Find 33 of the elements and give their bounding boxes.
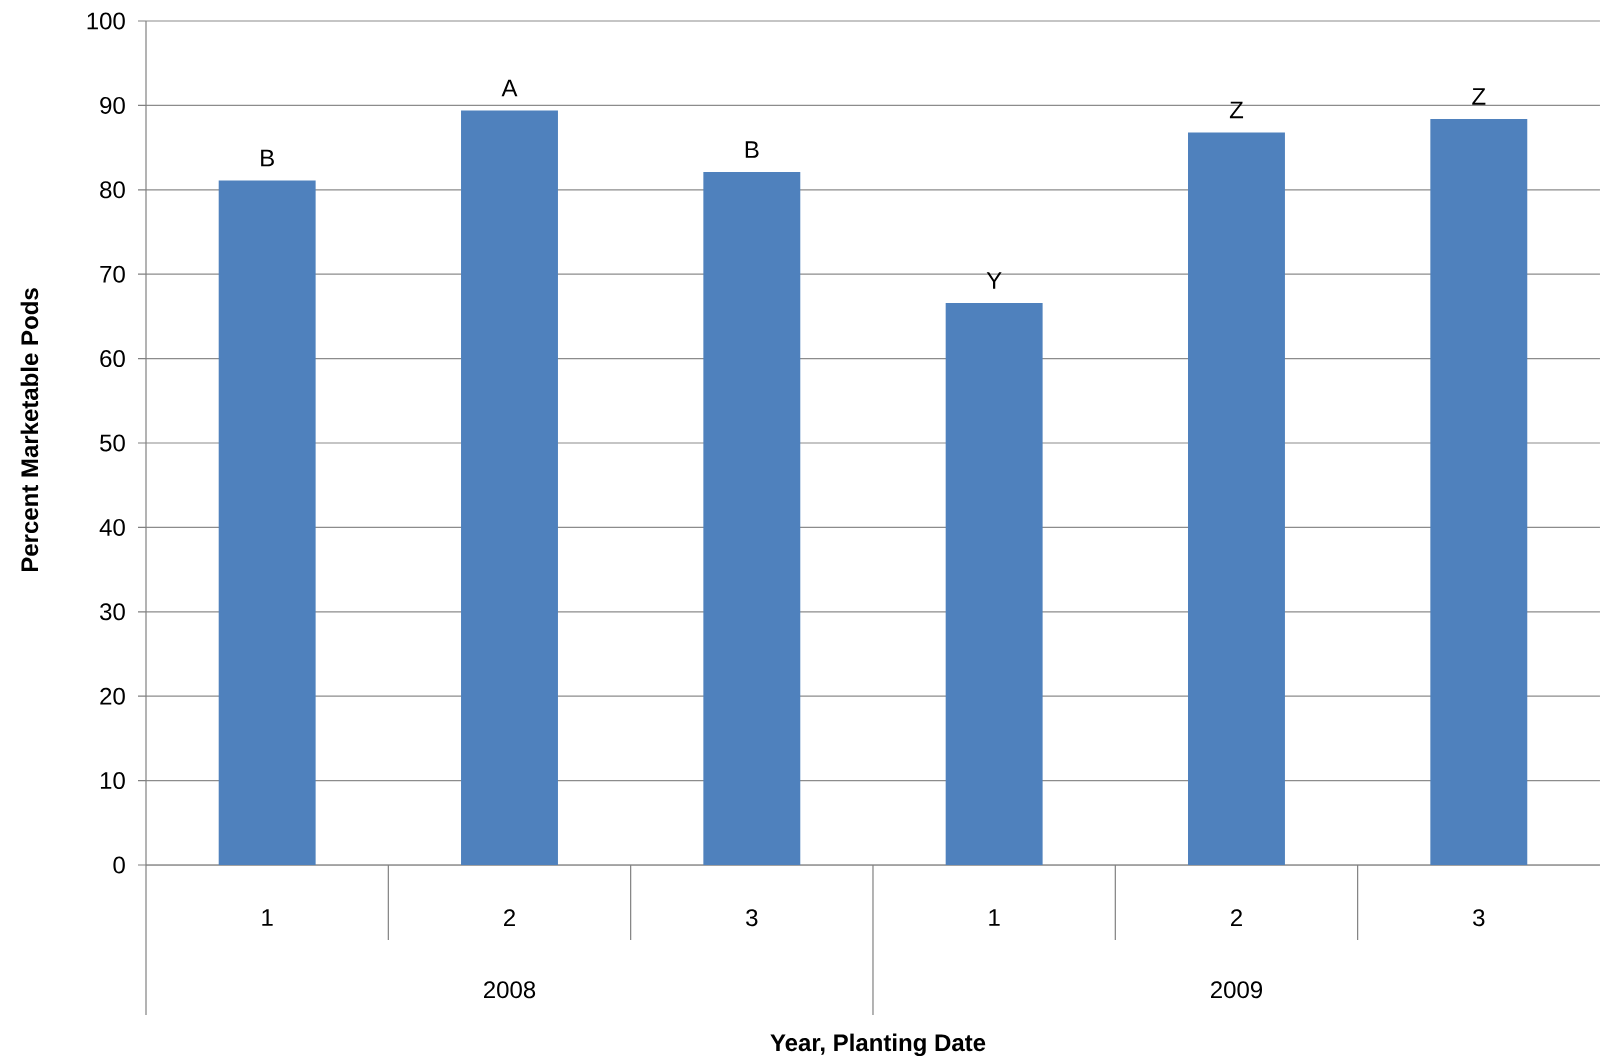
bar — [703, 172, 801, 865]
x-tick-label: 1 — [989, 909, 1000, 926]
x-tick-label: 3 — [746, 909, 758, 927]
y-tick-label: 80 — [100, 181, 125, 199]
x-tick-label: 1 — [262, 909, 273, 926]
y-tick-label: 30 — [100, 603, 125, 621]
data-label: Y — [986, 272, 1002, 289]
y-tick-label: 70 — [100, 265, 125, 283]
bar — [461, 110, 558, 865]
y-tick-label: 20 — [100, 687, 125, 705]
data-label: A — [501, 79, 518, 97]
y-tick-label: 0 — [113, 856, 125, 874]
y-tick-label: 40 — [99, 518, 125, 536]
x-tick-label: 2 — [1231, 909, 1242, 926]
data-label: B — [261, 149, 274, 167]
text: 2008 — [484, 981, 536, 999]
x-tick-label: 2 — [504, 909, 515, 926]
y-tick-label: 100 — [87, 12, 125, 30]
y-axis-title: Percent Marketable Pods — [20, 288, 39, 572]
data-label: B — [745, 141, 759, 158]
text: 2009 — [1210, 981, 1263, 999]
y-tick-label: 10 — [100, 772, 125, 790]
y-tick-label: 60 — [100, 350, 125, 368]
data-label: Z — [1229, 101, 1244, 119]
bar — [1430, 118, 1528, 865]
bar — [218, 180, 316, 865]
bar — [945, 302, 1043, 865]
x-axis-title: Year, Planting Date — [770, 1033, 986, 1057]
bar — [1188, 132, 1285, 865]
data-label: Z — [1472, 88, 1486, 105]
x-tick-label: 3 — [1473, 909, 1485, 927]
y-tick-label: 90 — [100, 96, 125, 114]
y-tick-label: 50 — [100, 434, 125, 452]
